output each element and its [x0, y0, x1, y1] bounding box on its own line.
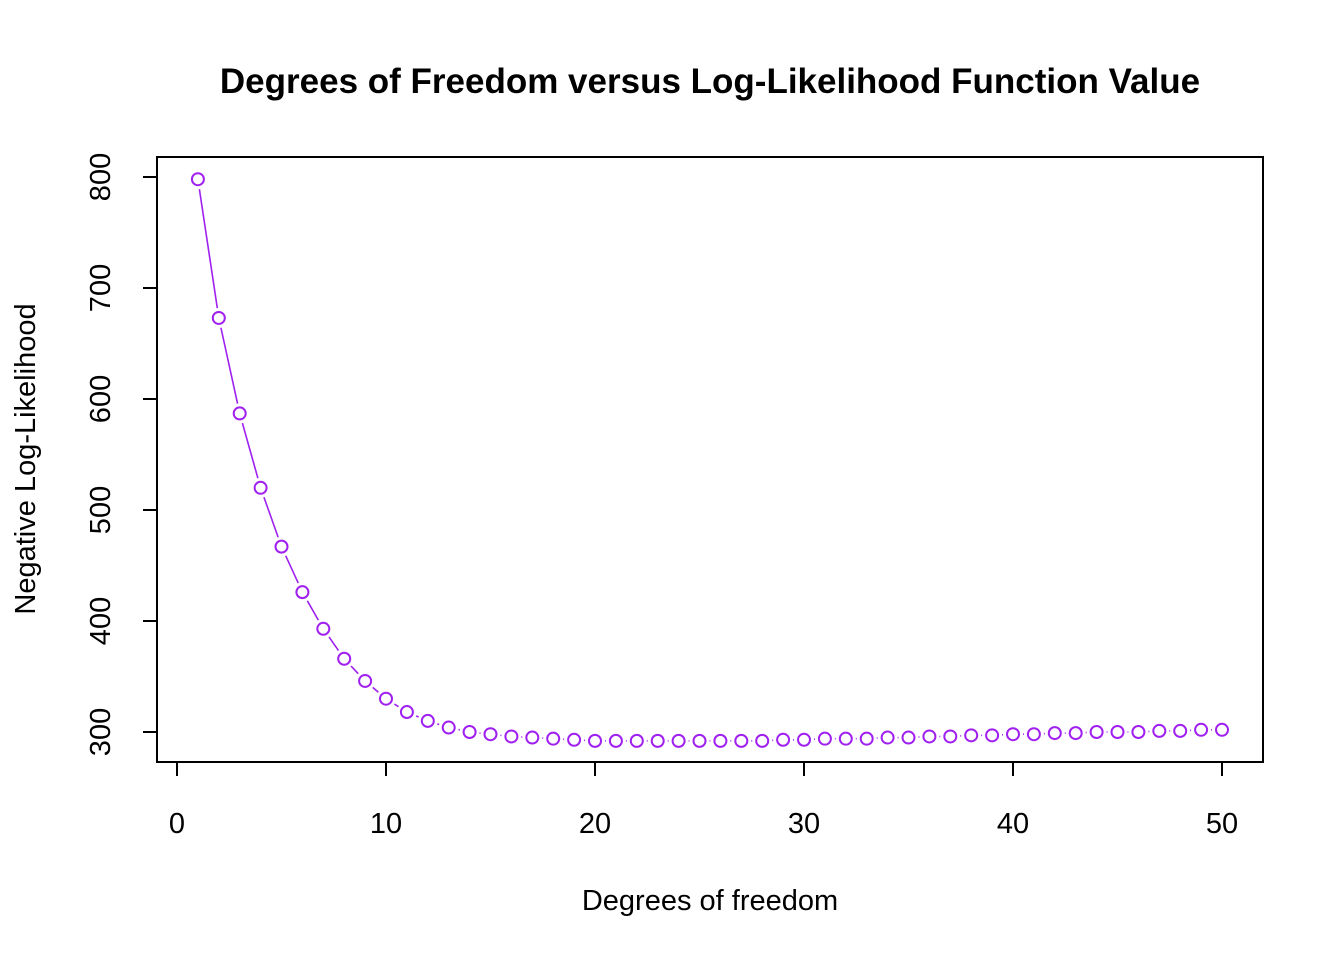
chart-title: Degrees of Freedom versus Log-Likelihood…: [220, 62, 1200, 101]
data-point: [734, 733, 749, 748]
data-point: [1194, 722, 1209, 737]
data-point: [692, 733, 707, 748]
data-point: [1131, 725, 1146, 739]
data-point: [379, 691, 393, 706]
data-point: [1110, 725, 1125, 739]
plot-frame: [156, 156, 1264, 763]
data-point: [943, 729, 958, 744]
series-line-segment: [350, 665, 359, 675]
data-point: [1152, 723, 1167, 738]
data-point: [922, 729, 937, 744]
data-point: [1215, 722, 1229, 737]
series-line-segment: [306, 600, 320, 621]
series-line-segment: [328, 636, 340, 651]
data-point: [901, 730, 916, 745]
data-point: [1006, 727, 1020, 742]
y-tick-label: 400: [85, 597, 117, 645]
x-axis: 0 10 20 30 40 50: [169, 761, 1238, 840]
y-tick-label: 800: [85, 153, 117, 201]
series-line-segment: [394, 703, 399, 708]
y-tick-label: 600: [85, 375, 117, 423]
data-point: [985, 728, 1000, 743]
x-axis-label: Degrees of freedom: [582, 885, 838, 917]
data-point: [504, 729, 519, 744]
data-point: [1068, 726, 1083, 741]
data-point: [1089, 725, 1104, 739]
series-line-segment: [437, 723, 440, 726]
data-point: [462, 725, 477, 739]
series-line-segment: [241, 422, 259, 479]
data-point: [525, 730, 540, 745]
data-point: [1026, 727, 1041, 742]
data-point: [253, 480, 268, 495]
data-point: [232, 406, 247, 421]
series-line-segment: [198, 188, 219, 309]
data-point: [211, 310, 226, 325]
data-point: [358, 673, 373, 688]
y-tick-label: 700: [85, 264, 117, 312]
data-point: [650, 733, 665, 748]
data-point: [629, 733, 644, 748]
series-line-segment: [220, 327, 239, 404]
data-point: [274, 539, 289, 554]
data-point: [964, 728, 979, 743]
data-point: [190, 172, 205, 187]
series-line-segment: [284, 555, 299, 584]
data-point: [441, 720, 456, 735]
x-tick-label: 50: [1206, 808, 1238, 840]
x-tick-label: 10: [370, 808, 402, 840]
data-point: [316, 621, 331, 636]
data-point: [399, 705, 414, 720]
data-point: [337, 651, 352, 666]
data-point: [1173, 723, 1188, 738]
data-point: [608, 733, 623, 748]
data-point: [859, 731, 874, 746]
data-point: [1047, 726, 1062, 741]
x-tick-label: 0: [169, 808, 185, 840]
data-point: [713, 733, 728, 748]
series-layer: [190, 172, 1229, 748]
series-line-segment: [263, 496, 279, 538]
y-tick-label: 300: [85, 708, 117, 756]
data-point: [797, 732, 811, 747]
series-line-segment: [372, 686, 379, 693]
series-line-segment: [415, 715, 419, 718]
data-point: [880, 730, 895, 745]
x-tick-label: 40: [997, 808, 1029, 840]
data-point: [671, 733, 686, 748]
data-point: [546, 731, 561, 746]
data-point: [817, 731, 832, 746]
data-point: [776, 732, 791, 747]
data-point: [588, 733, 602, 748]
data-point: [295, 585, 310, 600]
data-point: [838, 731, 853, 746]
data-point: [420, 713, 435, 728]
x-tick-label: 30: [788, 808, 820, 840]
y-axis: 300 400 500 600 700 800: [85, 153, 158, 756]
data-point: [755, 733, 770, 748]
data-point: [567, 732, 582, 747]
data-point: [483, 727, 498, 742]
y-axis-label: Negative Log-Likelihood: [10, 303, 42, 614]
y-tick-label: 500: [85, 486, 117, 534]
x-tick-label: 20: [579, 808, 611, 840]
